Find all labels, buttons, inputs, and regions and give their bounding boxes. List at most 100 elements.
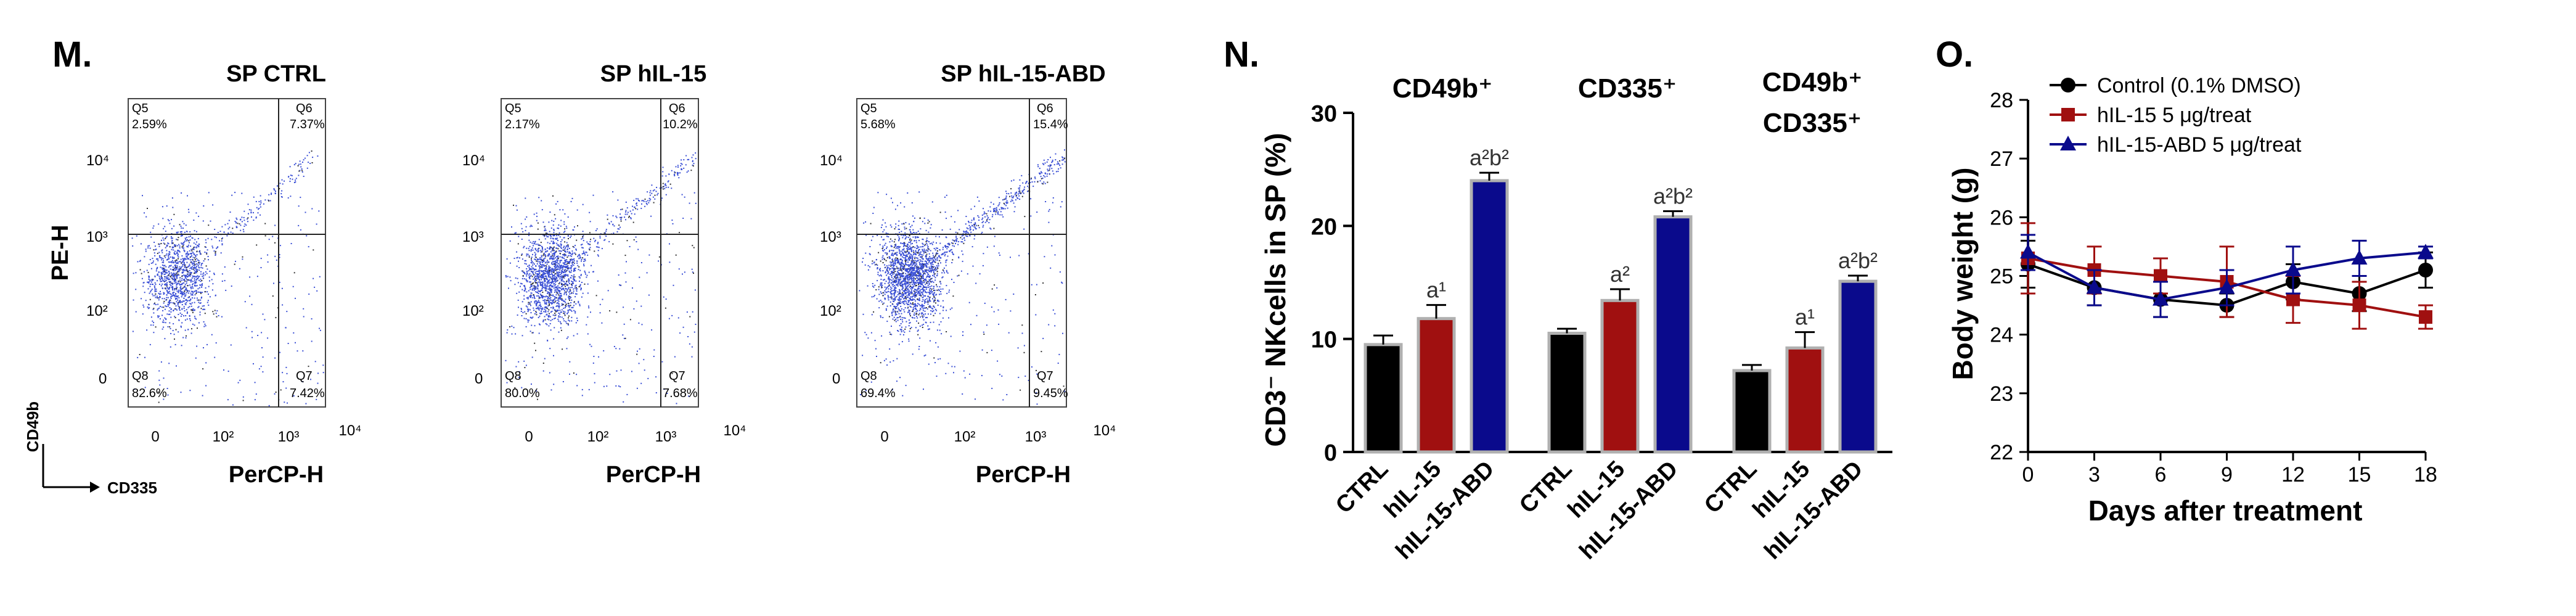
flow-event-dot [205,265,207,267]
flow-event-dot [200,265,202,266]
flow-event-dot [177,255,179,257]
flow-event-dot [176,252,178,254]
flow-event-dot [533,285,535,287]
flow-event-dot [181,275,183,277]
flow-event-dot [580,289,582,290]
flow-event-dot [509,262,511,264]
flow-event-dot [544,262,546,264]
flow-event-dot [177,239,179,240]
flow-event-dot [1031,366,1032,368]
flow-event-dot [550,255,552,257]
flow-event-dot [166,285,168,287]
flow-event-dot [178,270,180,272]
flow-event-dot [922,244,924,245]
flow-event-dot [553,299,555,301]
flow-event-dot [522,270,524,272]
flow-event-dot [886,364,888,366]
flow-event-dot [952,239,954,241]
flow-event-dot [189,318,190,319]
flow-event-dot [152,262,153,264]
flow-event-dot [565,253,566,255]
flow-event-dot [521,315,523,316]
flow-event-dot [542,271,544,273]
flow-event-dot [567,235,569,237]
flow-event-dot [692,154,694,156]
flow-event-dot [193,261,195,263]
flow-event-dot [912,232,914,233]
flow-event-dot [550,269,552,271]
flow-event-dot [529,309,531,311]
flow-event-dot [311,150,313,152]
flow-event-dot [558,271,560,273]
flow-event-dot [888,282,890,284]
flow-event-dot [679,332,681,334]
flow-event-dot [948,291,950,293]
flow-event-dot [514,284,516,285]
flow-event-dot [189,268,191,269]
flow-event-dot [186,255,187,257]
flow-event-dot [573,268,574,270]
flow-event-dot [182,260,184,261]
flow-event-dot [544,228,546,230]
flow-event-dot [526,268,528,269]
flow-event-dot [649,194,651,196]
flow-event-dot [188,211,190,213]
flow-event-dot [886,287,888,289]
flow-event-dot [170,293,171,295]
flow-event-dot [558,250,560,252]
flow-event-dot [174,267,176,269]
flow-event-dot [157,315,158,317]
flow-event-dot [173,252,175,254]
flow-event-dot [539,324,541,326]
flow-event-dot [192,259,194,261]
flow-event-dot [166,250,168,252]
flow-event-dot [201,297,203,298]
flow-event-dot [152,324,154,326]
flow-event-dot [633,200,635,201]
flow-event-dot [566,274,568,276]
flow-event-dot [681,194,683,195]
flow-event-dot [619,348,621,350]
flow-event-dot [906,292,907,294]
flow-event-dot [163,298,165,300]
flow-event-dot [542,264,544,266]
flow-event-dot [175,279,176,280]
flow-event-dot [300,197,301,199]
flow-event-dot [163,261,165,263]
flow-event-dot [174,245,176,247]
flow-event-dot [190,256,192,258]
flow-event-dot [187,279,189,281]
flow-event-dot [520,308,522,310]
flow-event-dot [166,253,168,255]
flow-event-dot [165,255,167,257]
flow-event-dot [558,320,560,322]
flow-event-dot [945,236,947,238]
flow-event-dot [556,277,558,279]
flow-event-dot [179,284,181,285]
flow-event-dot [575,322,577,324]
flow-event-dot [629,210,631,212]
flow-event-dot [891,287,893,289]
flow-event-dot [1058,168,1060,170]
flow-event-dot [186,287,187,289]
flow-event-dot [560,275,562,277]
flow-event-dot [549,303,550,305]
flow-event-dot [918,240,920,242]
flow-event-dot [548,265,550,267]
flow-event-dot [869,266,871,268]
flow-event-dot [548,255,550,257]
flow-event-dot [686,171,688,173]
flow-event-dot [184,292,186,294]
flow-event-dot [556,310,558,311]
flow-event-dot [661,175,663,177]
flow-event-dot [680,165,682,166]
flow-event-dot [192,264,194,266]
flow-event-dot [526,274,528,275]
flow-event-dot [198,306,200,308]
flow-event-dot [179,310,181,311]
flow-event-dot [892,309,894,311]
flow-event-dot [933,260,934,262]
flow-event-dot [176,295,178,297]
flow-event-dot [997,213,999,215]
flow-event-dot [625,219,626,221]
